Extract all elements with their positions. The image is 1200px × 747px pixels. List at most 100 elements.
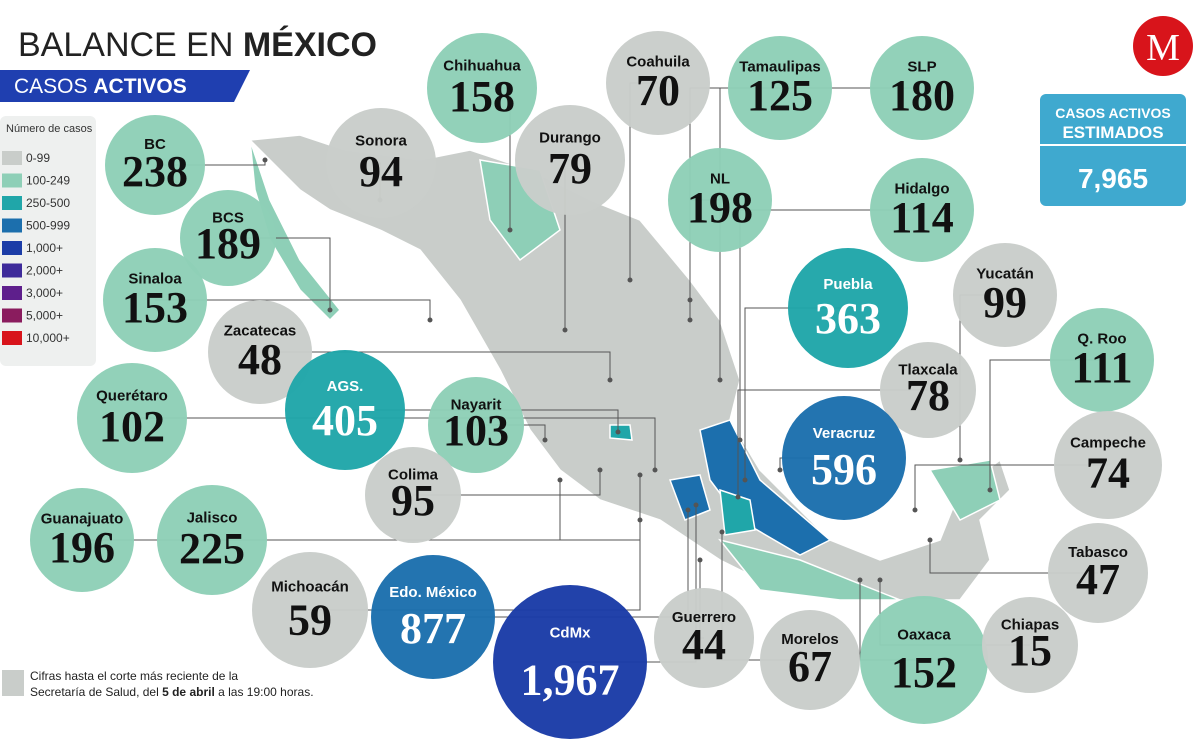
leader-dot	[742, 477, 748, 483]
leader-dot	[262, 157, 268, 163]
state-name: Sinaloa	[128, 270, 182, 287]
state-name: Tabasco	[1068, 544, 1128, 561]
state-value: 95	[391, 476, 435, 525]
state-value: 238	[122, 147, 188, 196]
state-value: 94	[359, 147, 403, 196]
state-name: Nayarit	[451, 397, 502, 414]
leader-line	[260, 351, 611, 380]
state-bubble	[285, 350, 405, 470]
state-name: BC	[144, 136, 166, 153]
state-value: 158	[449, 72, 515, 121]
state-value: 196	[49, 523, 115, 572]
legend-swatch	[2, 196, 22, 210]
legend-swatch	[2, 331, 22, 345]
state-name: Chihuahua	[443, 57, 521, 74]
state-value: 99	[983, 278, 1027, 327]
legend-swatch	[2, 241, 22, 255]
subtitle-band	[0, 70, 250, 102]
state-bubble	[1050, 308, 1154, 412]
state-value: 103	[443, 406, 509, 455]
legend-label: 3,000+	[26, 286, 63, 300]
state-value: 189	[195, 219, 261, 268]
state-name: Puebla	[823, 276, 873, 293]
legend-label: 10,000+	[26, 331, 70, 345]
state-name: CdMx	[550, 624, 591, 641]
subtitle: CASOS ACTIVOS	[14, 75, 187, 98]
total-box	[1040, 94, 1186, 206]
state-value: 153	[122, 283, 188, 332]
total-value: 7,965	[1078, 163, 1148, 194]
state-bubble	[30, 488, 134, 592]
legend-swatch	[2, 151, 22, 165]
state-value: 67	[788, 642, 832, 691]
state-bubble	[982, 597, 1078, 693]
legend-label: 2,000+	[26, 264, 63, 278]
state-bubble	[427, 33, 537, 143]
state-name: Zacatecas	[224, 322, 297, 339]
state-bubble	[157, 485, 267, 595]
state-value: 78	[906, 371, 950, 420]
legend-swatch	[2, 218, 22, 233]
leader-dot	[637, 472, 643, 478]
state-name: SLP	[907, 58, 936, 75]
leader-dot	[607, 377, 613, 383]
leader-dot	[637, 517, 643, 523]
leader-dot	[685, 507, 691, 513]
leader-dot	[327, 307, 333, 313]
state-value: 405	[312, 396, 378, 445]
leader-dot	[697, 557, 703, 563]
state-bubble	[654, 588, 754, 688]
legend-box	[0, 116, 96, 366]
state-bubble	[788, 248, 908, 368]
state-name: Yucatán	[976, 265, 1034, 282]
state-bubble	[1048, 523, 1148, 623]
leader-dot	[957, 457, 963, 463]
map	[248, 134, 1011, 601]
leader-dot	[627, 277, 633, 283]
title: BALANCE EN MÉXICO	[18, 26, 377, 64]
state-value: 180	[889, 71, 955, 120]
state-bubble	[606, 31, 710, 135]
state-value: 363	[815, 294, 881, 343]
state-bubble	[428, 377, 524, 473]
state-name: Durango	[539, 129, 601, 146]
legend-label: 0-99	[26, 151, 50, 165]
legend-label: 100-249	[26, 174, 70, 188]
leader-dot	[719, 529, 725, 535]
state-name: Sonora	[355, 132, 407, 149]
state-bubble	[365, 447, 461, 543]
state-value: 198	[687, 183, 753, 232]
state-value: 1,967	[521, 655, 620, 704]
state-bubble	[515, 105, 625, 215]
state-name: Edo. México	[389, 584, 477, 601]
legend-label: 500-999	[26, 219, 70, 233]
leader-dot	[562, 327, 568, 333]
state-name: Guanajuato	[41, 510, 124, 527]
state-value: 15	[1008, 626, 1052, 675]
leader-dot	[687, 317, 693, 323]
footnote-mark	[2, 670, 24, 696]
state-name: Coahuila	[626, 53, 690, 70]
state-value: 59	[288, 595, 332, 644]
state-value: 877	[400, 604, 466, 653]
state-bubble	[668, 148, 772, 252]
state-bubble	[252, 552, 368, 668]
leader-dot	[737, 437, 743, 443]
state-bubble	[103, 248, 207, 352]
leader-line	[155, 299, 431, 320]
logo-text: M	[1146, 27, 1180, 69]
leader-dot	[615, 429, 621, 435]
leader-dot	[693, 502, 699, 508]
state-value: 102	[99, 402, 165, 451]
leader-dot	[857, 577, 863, 583]
state-bubble	[860, 596, 988, 724]
footnote: Secretaría de Salud, del 5 de abril a la…	[30, 685, 314, 699]
legend-swatch	[2, 286, 22, 300]
state-bubble	[760, 610, 860, 710]
state-bubble	[728, 36, 832, 140]
state-bubble	[870, 36, 974, 140]
state-bubble	[870, 158, 974, 262]
legend-swatch	[2, 263, 22, 278]
state-name: BCS	[212, 210, 244, 227]
state-value: 48	[238, 335, 282, 384]
